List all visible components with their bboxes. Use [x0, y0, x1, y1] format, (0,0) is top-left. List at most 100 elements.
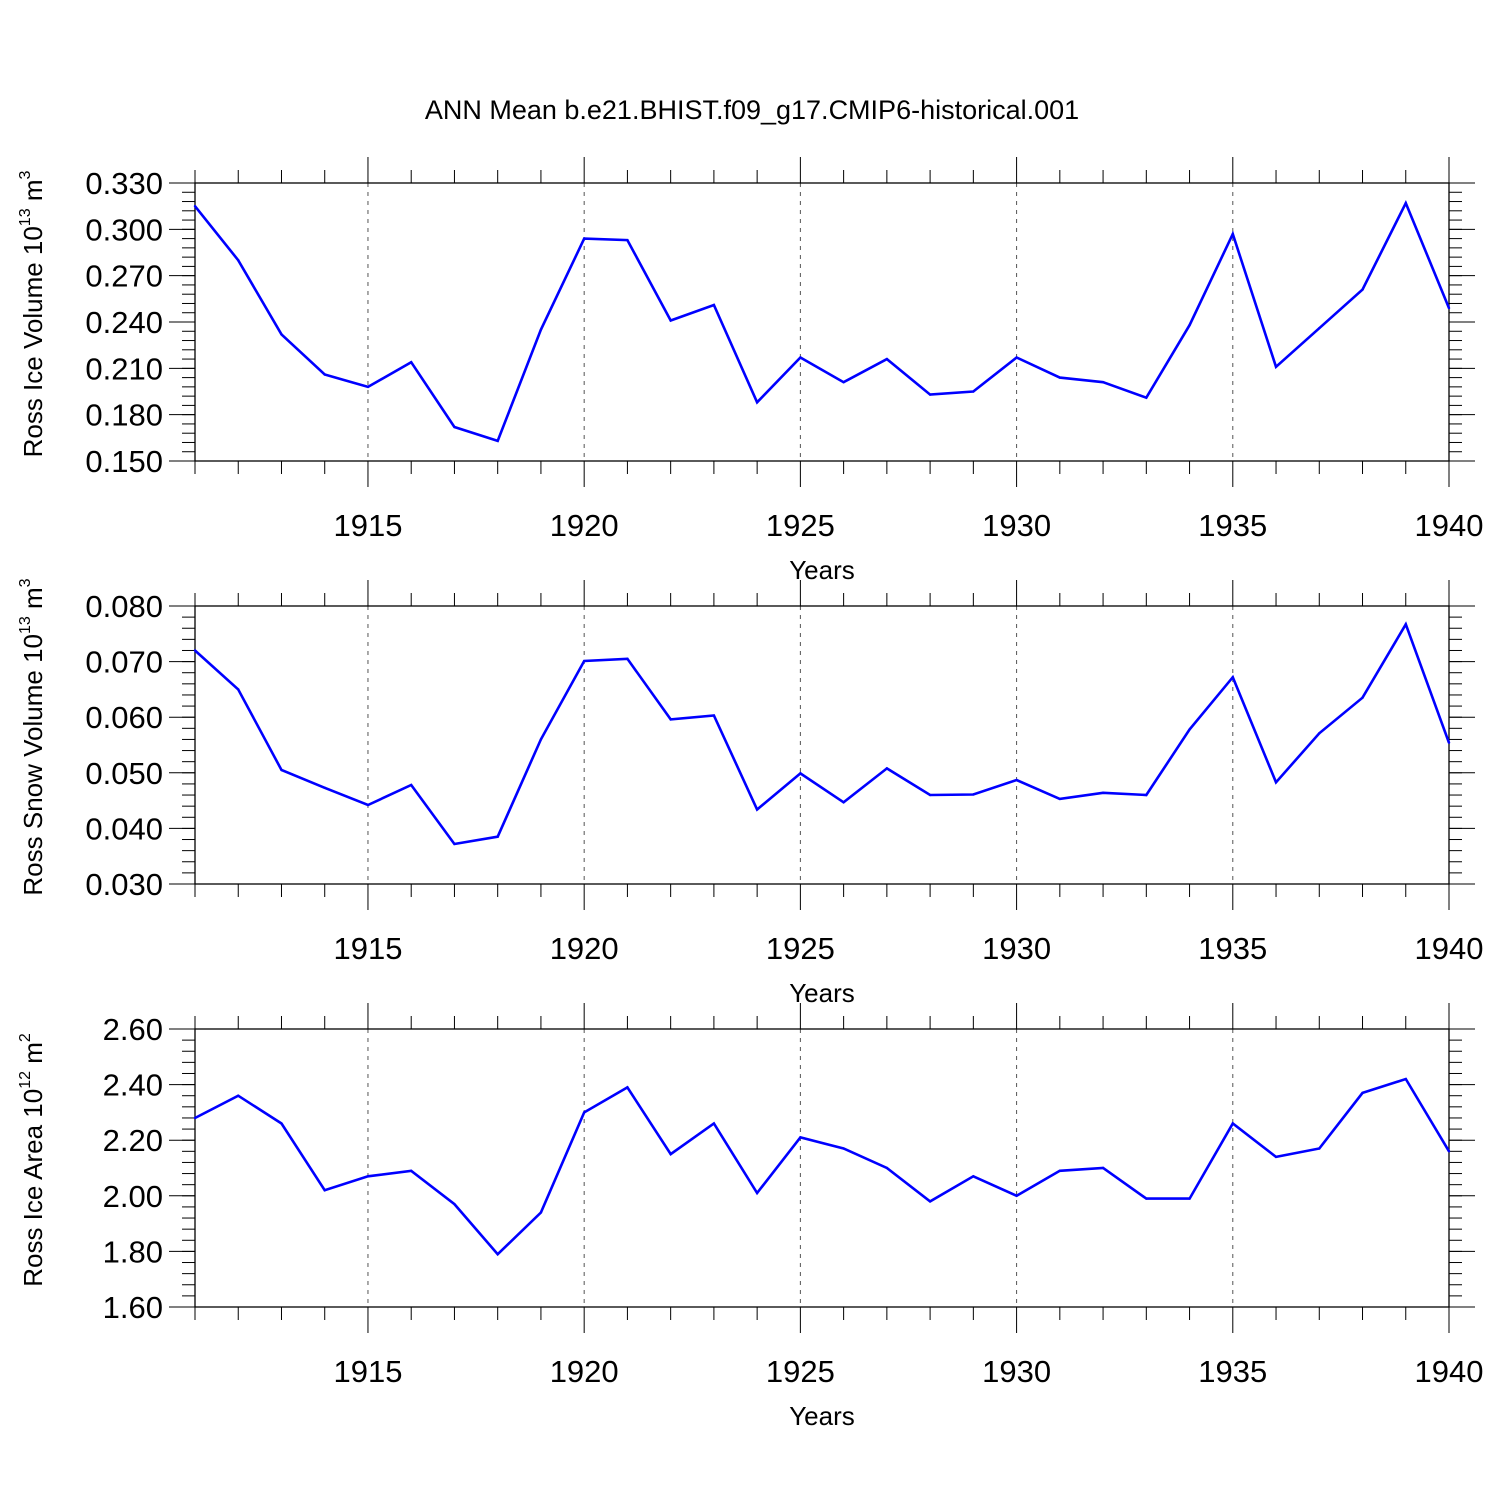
- data-point: [1404, 1077, 1407, 1081]
- data-point: [799, 1136, 802, 1139]
- data-point: [669, 319, 672, 322]
- x-tick-label: 1930: [982, 1354, 1051, 1389]
- data-point: [237, 259, 240, 262]
- data-point: [1015, 356, 1018, 359]
- data-point: [842, 1147, 845, 1150]
- x-tick-label: 1940: [1415, 931, 1484, 966]
- y-tick-label: 1.60: [103, 1290, 163, 1325]
- data-point: [1231, 675, 1234, 679]
- data-point: [1058, 797, 1062, 801]
- x-tick-label: 1920: [550, 1354, 619, 1389]
- data-point: [1015, 1194, 1018, 1198]
- data-point: [366, 385, 370, 389]
- data-point: [193, 204, 197, 208]
- data-point: [1361, 1091, 1364, 1095]
- y-axis-label-exponent: 13: [17, 208, 34, 226]
- y-axis-label-unit-exponent: 3: [17, 578, 34, 587]
- data-point: [1404, 623, 1407, 626]
- y-axis-label-unit: m: [18, 1042, 48, 1071]
- data-point: [410, 1169, 413, 1172]
- x-axis-label: Years: [789, 1401, 855, 1431]
- data-point: [582, 237, 586, 240]
- data-point: [755, 1191, 759, 1195]
- y-tick-label: 1.80: [103, 1234, 163, 1269]
- data-point: [928, 393, 932, 396]
- data-point: [712, 714, 716, 717]
- data-point: [799, 356, 802, 359]
- data-point: [626, 657, 629, 661]
- y-tick-label: 0.070: [85, 645, 163, 680]
- y-tick-label: 0.270: [85, 259, 163, 294]
- y-tick-label: 0.240: [85, 305, 163, 340]
- data-point: [1318, 326, 1321, 330]
- chart-panel-3: 1.60 1.80 2.00 2.20 2.40 2.60 1915 1920 1925 1930…: [17, 1003, 1483, 1431]
- x-tick-label: 1940: [1415, 508, 1484, 543]
- x-axis-label: Years: [789, 555, 855, 585]
- y-tick-label: 0.050: [85, 756, 163, 791]
- data-point: [366, 1175, 370, 1178]
- x-axis-label: Years: [789, 978, 855, 1008]
- data-point: [712, 303, 716, 307]
- data-point: [1361, 288, 1364, 291]
- data-point: [237, 1094, 240, 1097]
- data-point: [453, 1202, 456, 1206]
- x-tick-label: 1915: [333, 931, 402, 966]
- x-tick-label: 1935: [1198, 931, 1267, 966]
- data-point: [1447, 1150, 1451, 1153]
- data-point: [799, 772, 802, 775]
- y-tick-label: 2.60: [103, 1012, 163, 1047]
- data-point: [1101, 1166, 1105, 1170]
- y-tick-label: 0.080: [85, 589, 163, 624]
- data-point: [366, 803, 370, 807]
- series-line: [193, 199, 1451, 443]
- y-axis-label: Ross Ice Volume 1013 m3: [17, 170, 48, 457]
- y-tick-label: 0.040: [85, 811, 163, 846]
- y-axis-label-unit-exponent: 3: [17, 170, 34, 179]
- series-line: [194, 1077, 1451, 1257]
- y-tick-label: 0.330: [85, 166, 163, 201]
- y-tick-label: 0.150: [85, 444, 163, 479]
- data-point: [928, 793, 932, 797]
- data-point: [712, 1122, 716, 1125]
- data-point: [755, 808, 759, 811]
- data-point: [496, 439, 499, 443]
- data-point: [669, 718, 672, 721]
- data-point: [972, 390, 975, 393]
- data-point: [1231, 232, 1234, 236]
- x-tick-label: 1930: [982, 508, 1051, 543]
- data-point: [1318, 1147, 1321, 1150]
- y-tick-label: 2.20: [103, 1123, 163, 1158]
- data-point: [1058, 1169, 1062, 1172]
- data-point: [453, 842, 456, 846]
- data-point: [280, 333, 283, 336]
- x-tick-label: 1920: [550, 931, 619, 966]
- data-point: [193, 649, 197, 652]
- data-point: [1361, 696, 1364, 699]
- x-tick-label: 1925: [766, 1354, 835, 1389]
- data-point: [539, 738, 543, 741]
- data-point: [323, 373, 326, 376]
- data-point: [1101, 791, 1105, 795]
- data-point: [1231, 1122, 1234, 1125]
- y-axis-label-unit-exponent: 2: [17, 1033, 34, 1042]
- y-axis-label-unit: m: [18, 179, 48, 208]
- chart-panel-2: 0.030 0.040 0.050 0.060 0.070 0.080 1915 1920 19…: [17, 578, 1483, 1008]
- data-point: [582, 1111, 586, 1114]
- y-tick-label: 0.300: [85, 212, 163, 247]
- data-point: [1188, 323, 1191, 327]
- plot-frame: [194, 1028, 1450, 1308]
- data-point: [1274, 1155, 1278, 1159]
- data-point: [1274, 781, 1278, 784]
- data-point: [669, 1152, 672, 1156]
- x-tick-label: 1935: [1198, 1354, 1267, 1389]
- y-axis-label-exponent: 13: [17, 616, 34, 634]
- data-point: [1101, 381, 1105, 384]
- x-tick-label: 1915: [333, 508, 402, 543]
- data-point: [626, 238, 629, 242]
- x-tick-label: 1930: [982, 931, 1051, 966]
- data-point: [885, 357, 889, 361]
- data-point: [1188, 1197, 1191, 1200]
- data-point: [972, 793, 975, 796]
- x-tick-label: 1925: [766, 508, 835, 543]
